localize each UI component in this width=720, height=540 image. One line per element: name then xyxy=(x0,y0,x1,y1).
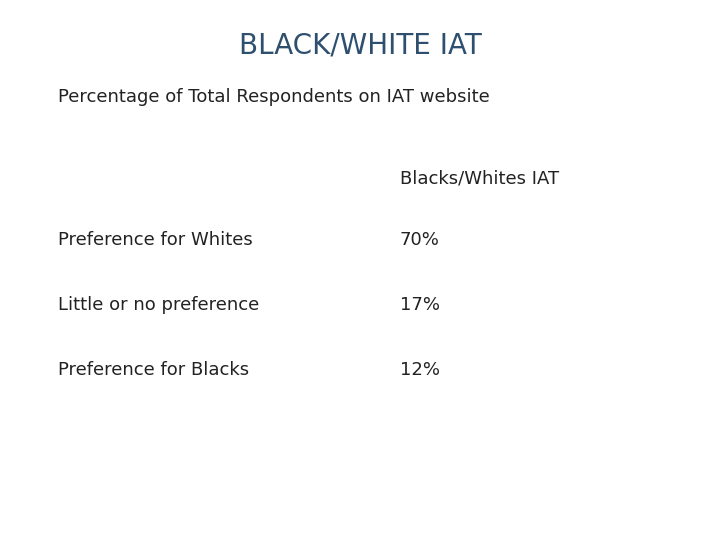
Text: Blacks/Whites IAT: Blacks/Whites IAT xyxy=(400,169,559,187)
Text: 17%: 17% xyxy=(400,296,440,314)
Text: Little or no preference: Little or no preference xyxy=(58,296,259,314)
Text: Preference for Whites: Preference for Whites xyxy=(58,231,252,249)
Text: 12%: 12% xyxy=(400,361,440,379)
Text: 70%: 70% xyxy=(400,231,439,249)
Text: Preference for Blacks: Preference for Blacks xyxy=(58,361,248,379)
Text: BLACK/WHITE IAT: BLACK/WHITE IAT xyxy=(238,32,482,60)
Text: Percentage of Total Respondents on IAT website: Percentage of Total Respondents on IAT w… xyxy=(58,88,490,106)
